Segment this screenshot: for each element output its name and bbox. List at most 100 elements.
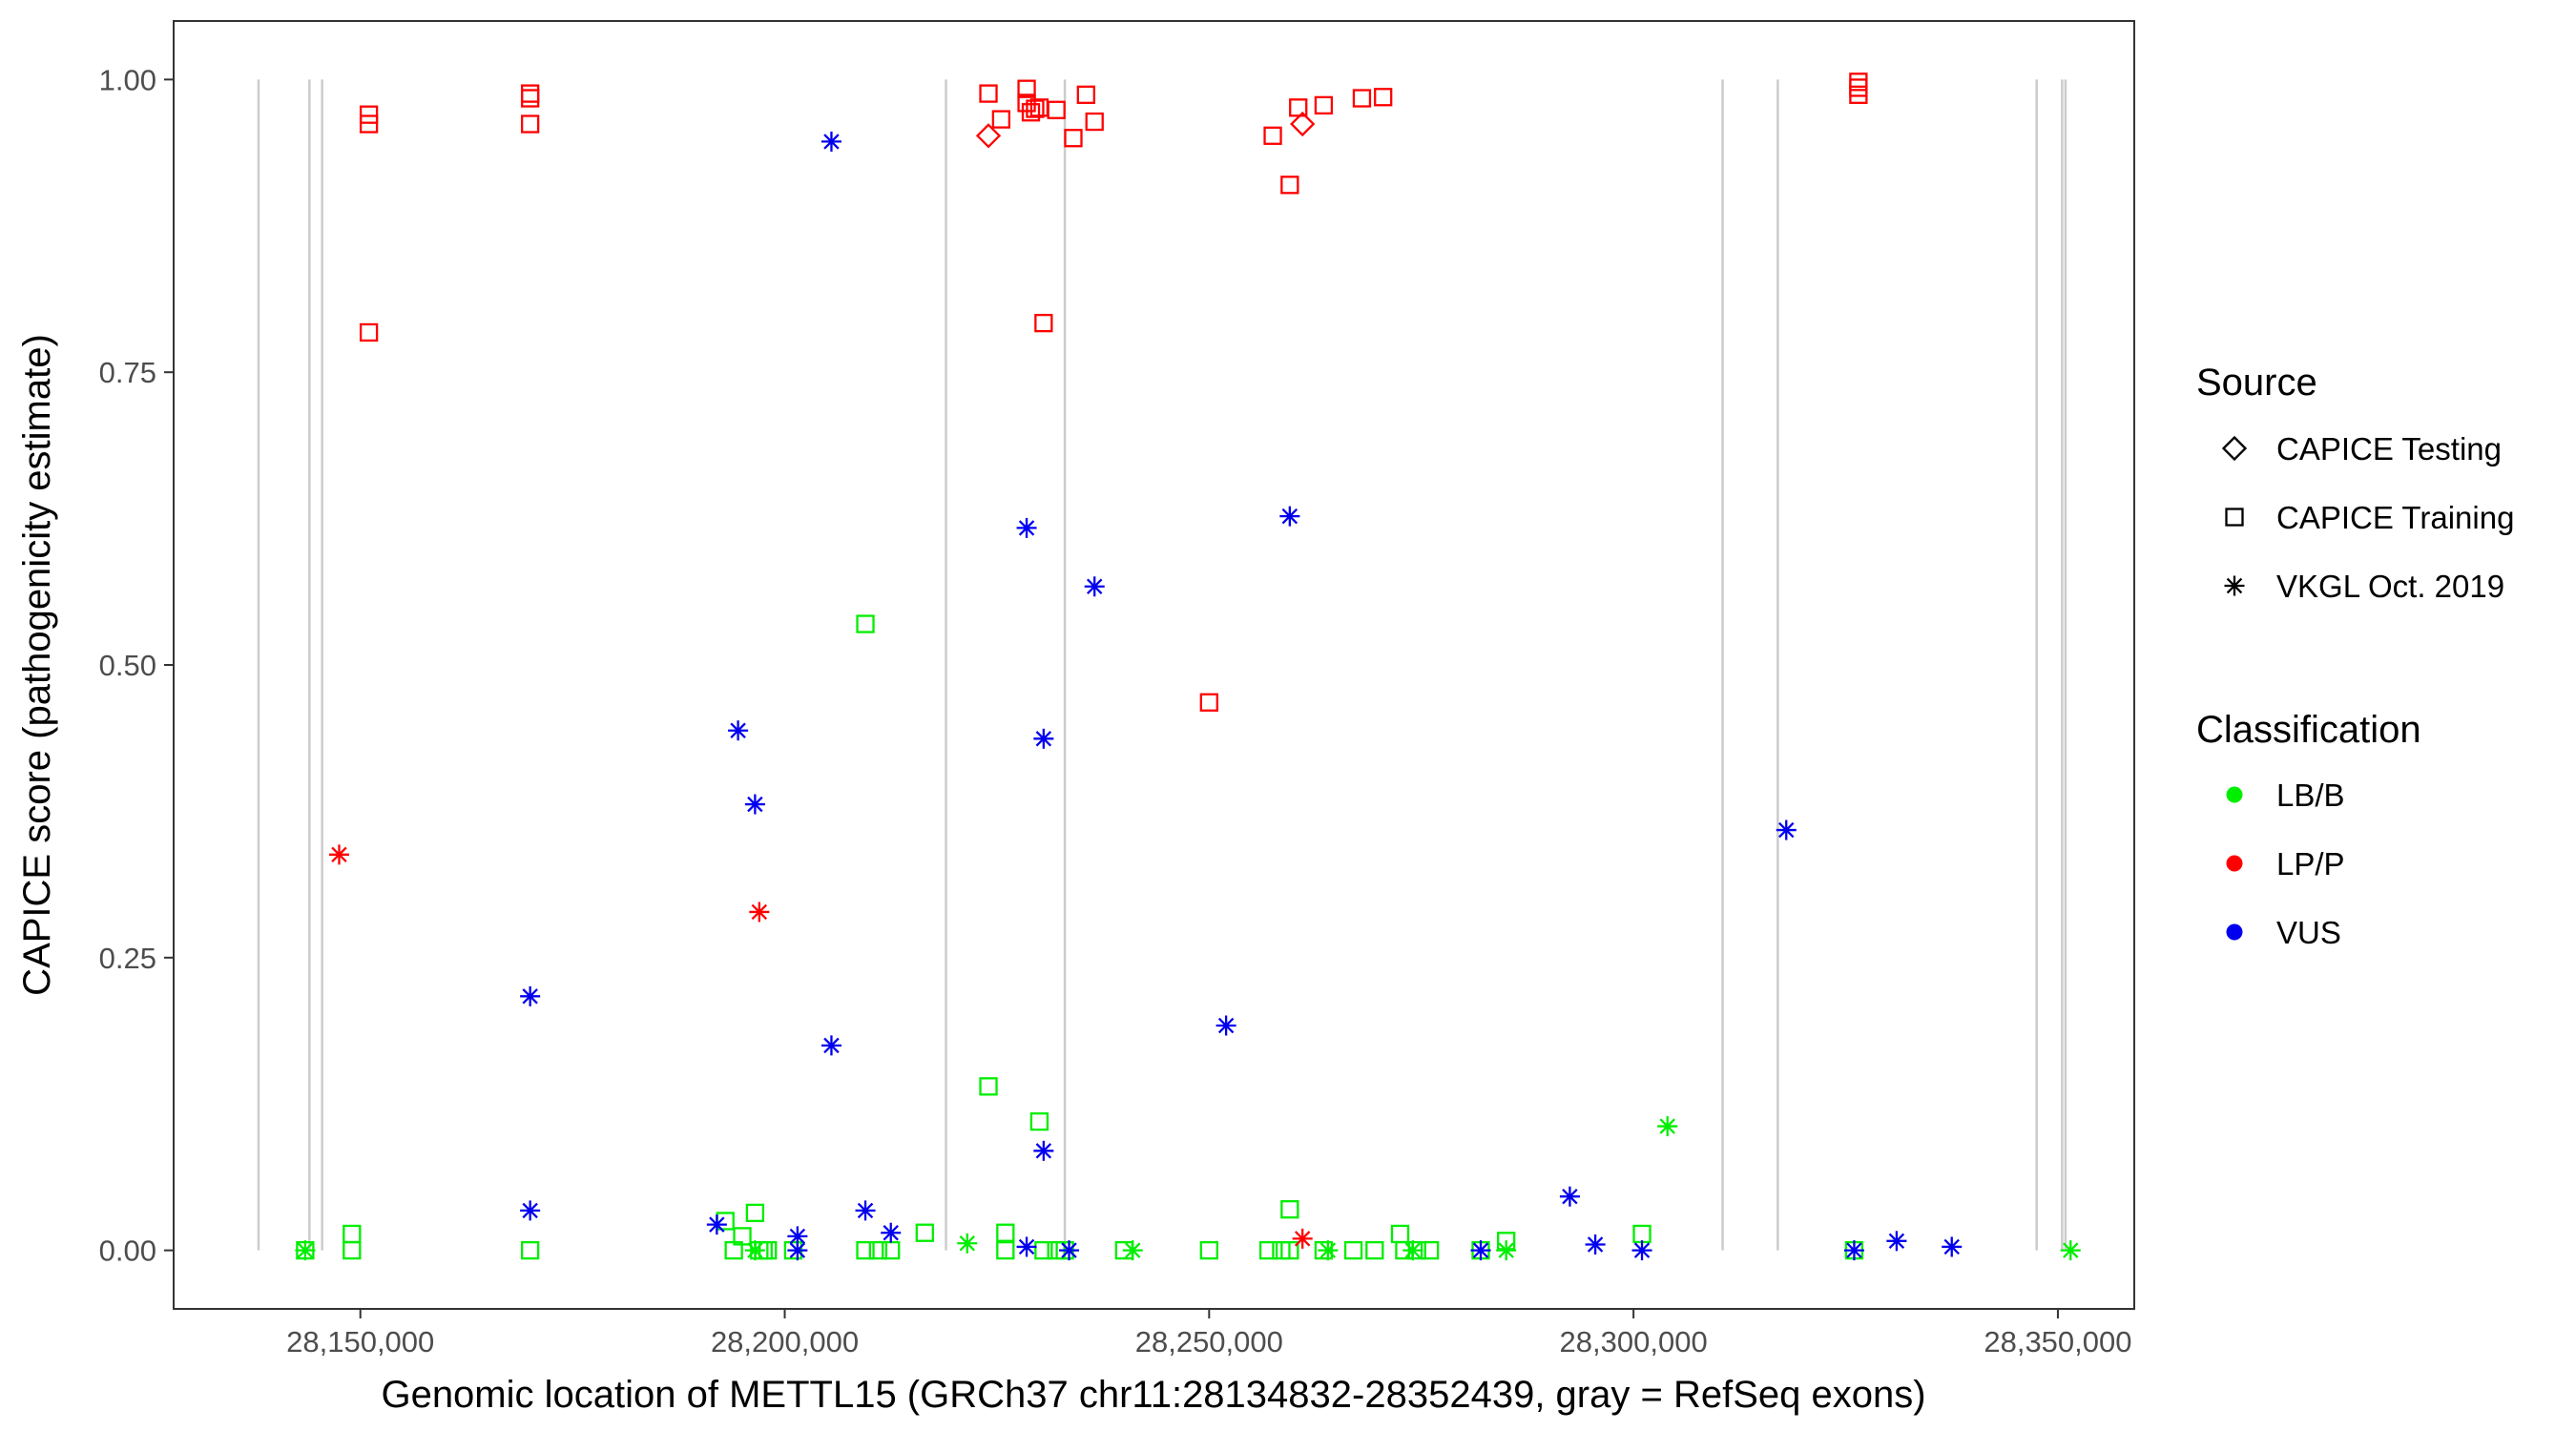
x-axis: 28,150,000 28,200,000 28,250,000 28,300,000… [286, 1309, 2132, 1358]
y-tick-label: 0.00 [99, 1234, 156, 1268]
asterisk-legend-key [2224, 575, 2245, 596]
data-point [733, 1227, 752, 1246]
plot-panel-border [173, 20, 2135, 1310]
data-point [1034, 1240, 1053, 1260]
data-point [1064, 129, 1083, 148]
data-point [295, 1240, 316, 1261]
legend-classification-label: VUS [2276, 915, 2341, 950]
data-point [881, 1222, 902, 1243]
data-point [1886, 1231, 1907, 1252]
data-point [1292, 1228, 1313, 1249]
data-point [520, 84, 540, 103]
data-point [1843, 1240, 1864, 1261]
legend-source-label: CAPICE Testing [2276, 431, 2502, 467]
data-point [1033, 1140, 1054, 1161]
data-point [1942, 1236, 1963, 1257]
data-point [1280, 1240, 1299, 1260]
data-point [1352, 89, 1372, 108]
legend-source-items: CAPICE Testing CAPICE Training VKGL Oct. 2… [2221, 431, 2514, 604]
x-tick-label: 28,250,000 [1135, 1325, 1283, 1358]
data-point [2060, 1240, 2081, 1261]
data-point [1290, 111, 1316, 137]
y-axis-label: CAPICE score (pathogenicity estimate) [16, 334, 58, 996]
data-point [1657, 1116, 1678, 1137]
data-point [343, 1224, 362, 1244]
data-point [745, 1203, 765, 1223]
y-tick-label: 1.00 [99, 63, 156, 96]
data-point [328, 844, 349, 865]
data-point [856, 1240, 875, 1260]
data-point [855, 1200, 876, 1221]
data-point [1016, 517, 1037, 538]
data-point [979, 84, 998, 103]
data-point [1365, 1240, 1384, 1260]
data-point [915, 1223, 934, 1242]
legend-source-label: VKGL Oct. 2019 [2276, 569, 2504, 604]
exon-lines [257, 79, 2067, 1251]
data-point [520, 1200, 541, 1221]
data-point [1085, 112, 1104, 132]
legend-classification-title: Classification [2196, 709, 2421, 751]
data-point [749, 902, 770, 923]
data-point [975, 123, 1002, 149]
data-point [1016, 1236, 1037, 1257]
data-point [1849, 85, 1868, 104]
data-point [1402, 1240, 1423, 1261]
y-tick-label: 0.50 [99, 649, 156, 682]
data-point [1279, 506, 1300, 527]
x-tick-label: 28,300,000 [1560, 1325, 1708, 1358]
data-point [1199, 1240, 1218, 1260]
data-point [520, 1240, 540, 1260]
data-point [1289, 98, 1308, 117]
data-point [1029, 1111, 1049, 1131]
data-point [1390, 1224, 1410, 1244]
data-point [359, 105, 379, 124]
data-point [744, 794, 765, 815]
data-point [1585, 1234, 1606, 1255]
data-point [1280, 176, 1299, 195]
data-point [520, 114, 540, 134]
data-point [821, 1035, 841, 1056]
data-point [868, 1240, 888, 1260]
data-point [1199, 693, 1218, 712]
data-point [979, 1077, 998, 1096]
legend-color-key [2226, 786, 2243, 803]
legend-classification-items: LB/B LP/P VUS [2226, 778, 2345, 950]
data-point [787, 1226, 808, 1247]
data-point [856, 614, 875, 633]
data-point [1496, 1240, 1517, 1261]
legend-source-title: Source [2196, 362, 2317, 404]
legend-classification-label: LP/P [2276, 846, 2345, 881]
data-point [1034, 313, 1053, 333]
legend: Source CAPICE Testing CAPICE Training VKGL… [2196, 362, 2514, 950]
legend-color-key [2226, 923, 2243, 941]
data-point [343, 1240, 362, 1260]
data-point [1047, 100, 1066, 119]
data-point [1632, 1224, 1652, 1244]
data-point [1314, 95, 1334, 115]
data-point [706, 1214, 727, 1235]
x-tick-label: 28,150,000 [286, 1325, 434, 1358]
data-point [996, 1240, 1015, 1260]
data-point [996, 1223, 1015, 1242]
data-point [1215, 1015, 1236, 1036]
data-point [1026, 99, 1045, 118]
diamond-legend-key [2221, 435, 2248, 462]
legend-classification-label: LB/B [2276, 778, 2345, 813]
y-tick-label: 0.25 [99, 942, 156, 975]
data-point [1258, 1240, 1278, 1260]
data-points [295, 73, 2081, 1261]
x-tick-label: 28,350,000 [1984, 1325, 2131, 1358]
legend-source-label: CAPICE Training [2276, 500, 2514, 535]
data-point [821, 131, 841, 152]
data-point [1076, 85, 1095, 104]
data-point [520, 985, 541, 1006]
data-point [744, 1240, 765, 1261]
data-point [1059, 1240, 1080, 1261]
data-point [1559, 1186, 1580, 1207]
data-point [1470, 1240, 1491, 1261]
data-point [991, 110, 1011, 129]
data-point [359, 114, 379, 134]
y-tick-label: 0.75 [99, 356, 156, 389]
